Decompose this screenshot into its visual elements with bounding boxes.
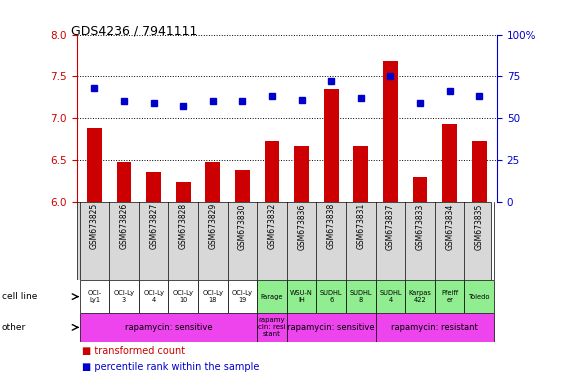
Text: GSM673830: GSM673830	[238, 203, 247, 250]
Text: GSM673831: GSM673831	[356, 203, 365, 250]
Text: GSM673833: GSM673833	[416, 203, 424, 250]
Text: GSM673832: GSM673832	[268, 203, 277, 250]
Text: cell line: cell line	[2, 292, 37, 301]
Bar	[472, 141, 487, 202]
Bar	[235, 170, 250, 202]
FancyBboxPatch shape	[316, 280, 346, 313]
FancyBboxPatch shape	[139, 280, 169, 313]
FancyBboxPatch shape	[435, 280, 465, 313]
FancyBboxPatch shape	[80, 313, 257, 342]
Bar	[265, 141, 279, 202]
Text: GSM673828: GSM673828	[179, 203, 188, 249]
FancyBboxPatch shape	[109, 280, 139, 313]
FancyBboxPatch shape	[287, 313, 375, 342]
Text: OCI-Ly
19: OCI-Ly 19	[232, 290, 253, 303]
FancyBboxPatch shape	[465, 280, 494, 313]
Bar	[176, 182, 191, 202]
Text: GSM673829: GSM673829	[208, 203, 218, 250]
FancyBboxPatch shape	[228, 280, 257, 313]
Text: WSU-N
IH: WSU-N IH	[290, 290, 313, 303]
Text: SUDHL
4: SUDHL 4	[379, 290, 402, 303]
Bar	[442, 124, 457, 202]
Bar	[116, 162, 131, 202]
Bar	[87, 128, 102, 202]
FancyBboxPatch shape	[169, 280, 198, 313]
Text: OCI-
Ly1: OCI- Ly1	[87, 290, 102, 303]
Text: rapamycin: resistant: rapamycin: resistant	[391, 323, 478, 332]
Text: GSM673825: GSM673825	[90, 203, 99, 250]
Bar	[206, 162, 220, 202]
Text: OCI-Ly
4: OCI-Ly 4	[143, 290, 164, 303]
FancyBboxPatch shape	[198, 280, 228, 313]
Text: GDS4236 / 7941111: GDS4236 / 7941111	[71, 25, 197, 38]
FancyBboxPatch shape	[346, 280, 375, 313]
Text: GSM673834: GSM673834	[445, 203, 454, 250]
FancyBboxPatch shape	[405, 280, 435, 313]
Text: other: other	[2, 323, 26, 332]
FancyBboxPatch shape	[80, 280, 109, 313]
Text: Toledo: Toledo	[469, 294, 490, 300]
Text: Pfeiff
er: Pfeiff er	[441, 290, 458, 303]
Text: GSM673835: GSM673835	[475, 203, 484, 250]
FancyBboxPatch shape	[375, 313, 494, 342]
FancyBboxPatch shape	[77, 202, 491, 280]
Text: rapamycin: sensitive: rapamycin: sensitive	[124, 323, 212, 332]
Text: Farage: Farage	[261, 294, 283, 300]
Text: ■ percentile rank within the sample: ■ percentile rank within the sample	[82, 362, 260, 372]
Text: GSM673836: GSM673836	[297, 203, 306, 250]
Text: GSM673838: GSM673838	[327, 203, 336, 250]
Text: OCI-Ly
10: OCI-Ly 10	[173, 290, 194, 303]
Bar	[324, 89, 339, 202]
Bar	[146, 172, 161, 202]
Text: GSM673826: GSM673826	[119, 203, 128, 250]
Bar	[383, 61, 398, 202]
Text: SUDHL
8: SUDHL 8	[349, 290, 372, 303]
Bar	[412, 177, 428, 202]
Text: SUDHL
6: SUDHL 6	[320, 290, 343, 303]
Text: GSM673827: GSM673827	[149, 203, 158, 250]
Text: ■ transformed count: ■ transformed count	[82, 346, 186, 356]
FancyBboxPatch shape	[257, 313, 287, 342]
Bar	[294, 146, 309, 202]
Bar	[353, 146, 368, 202]
Text: Karpas
422: Karpas 422	[408, 290, 432, 303]
Text: GSM673837: GSM673837	[386, 203, 395, 250]
Text: rapamycin: sensitive: rapamycin: sensitive	[287, 323, 375, 332]
FancyBboxPatch shape	[287, 280, 316, 313]
FancyBboxPatch shape	[375, 280, 405, 313]
FancyBboxPatch shape	[257, 280, 287, 313]
Text: rapamy
cin: resi
stant: rapamy cin: resi stant	[258, 317, 286, 338]
Text: OCI-Ly
18: OCI-Ly 18	[202, 290, 223, 303]
Text: OCI-Ly
3: OCI-Ly 3	[114, 290, 135, 303]
